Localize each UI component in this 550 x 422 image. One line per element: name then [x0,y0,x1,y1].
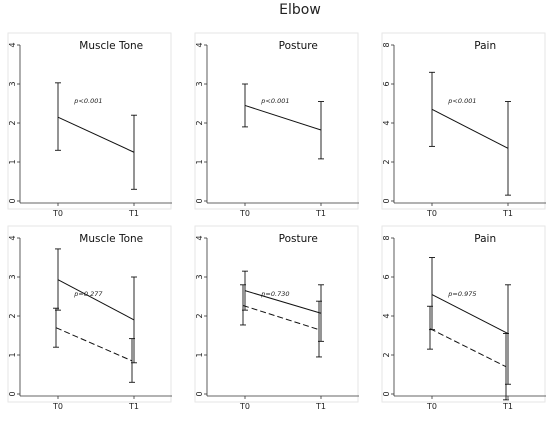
y-tick-label: 8 [382,42,391,47]
series-line-solid [244,104,322,131]
series-line-solid [57,279,135,321]
panel-title: Pain [474,40,496,52]
y-tick-label: 0 [195,198,204,203]
y-tick-label: 0 [8,198,17,203]
x-tick-label: T0 [239,402,250,411]
y-tick-label: 2 [8,313,17,318]
y-tick-label: 3 [8,81,17,86]
p-value-annotation: p<0.001 [73,97,102,105]
y-tick-label: 2 [382,352,391,357]
series-line-solid [431,294,509,334]
p-value-annotation: p=0.730 [260,290,289,298]
y-tick-label: 1 [195,352,204,357]
p-value-annotation: p=0.975 [447,290,476,298]
x-tick-label: T1 [128,402,139,411]
y-tick-label: 2 [195,120,204,125]
series-line-solid [244,290,322,314]
panel-frame [194,225,359,403]
x-tick-label: T0 [52,402,63,411]
y-tick-label: 4 [8,235,17,240]
series-line-solid [57,116,135,153]
x-tick-label: T1 [315,209,326,218]
x-tick-label: T0 [239,209,250,218]
panel-title: Posture [279,40,318,52]
chart-panel-6: 0 2 4 6 8 T0 T1 Pain p=0.975 [381,225,546,411]
x-tick-label: T1 [315,402,326,411]
series-line-solid [431,108,509,149]
p-value-annotation: p<0.001 [447,97,476,105]
panel-frame [7,225,172,403]
x-tick-label: T0 [426,209,437,218]
y-tick-label: 0 [8,391,17,396]
y-tick-label: 0 [382,198,391,203]
chart-panel-1: 0 1 2 3 4 T0 T1 Muscle Tone p<0.001 [7,32,172,218]
y-tick-label: 4 [195,235,204,240]
panel-title: Posture [279,233,318,245]
y-tick-label: 4 [382,120,391,125]
figure-title: Elbow [279,2,321,18]
series-line-dashed [429,328,507,368]
panel-frame [381,32,546,210]
chart-panel-3: 0 2 4 6 8 T0 T1 Pain p<0.001 [381,32,546,218]
y-tick-label: 2 [382,159,391,164]
panel-frame [381,225,546,403]
panel-frame [194,32,359,210]
y-tick-label: 3 [195,81,204,86]
series-line-dashed [242,304,320,331]
x-tick-label: T0 [426,402,437,411]
y-tick-label: 6 [382,81,391,86]
y-tick-label: 0 [195,391,204,396]
y-tick-label: 3 [195,274,204,279]
y-tick-label: 6 [382,274,391,279]
y-tick-label: 4 [382,313,391,318]
y-tick-label: 2 [8,120,17,125]
p-value-annotation: p<0.001 [260,97,289,105]
y-tick-label: 4 [8,42,17,47]
panel-frame [7,32,172,210]
panel-title: Pain [474,233,496,245]
p-value-annotation: p=0.277 [73,290,103,298]
panel-title: Muscle Tone [79,40,143,52]
x-tick-label: T0 [52,209,63,218]
y-tick-label: 2 [195,313,204,318]
y-tick-label: 1 [8,159,17,164]
series-line-dashed [55,327,133,362]
chart-panel-4: 0 1 2 3 4 T0 T1 Muscle Tone p=0.277 [7,225,172,411]
chart-panel-2: 0 1 2 3 4 T0 T1 Posture p<0.001 [194,32,359,218]
x-tick-label: T1 [128,209,139,218]
y-tick-label: 3 [8,274,17,279]
y-tick-label: 1 [8,352,17,357]
y-tick-label: 8 [382,235,391,240]
chart-panel-5: 0 1 2 3 4 T0 T1 Posture p=0.730 [194,225,359,411]
y-tick-label: 1 [195,159,204,164]
x-tick-label: T1 [502,209,513,218]
y-tick-label: 0 [382,391,391,396]
panel-title: Muscle Tone [79,233,143,245]
y-tick-label: 4 [195,42,204,47]
x-tick-label: T1 [502,402,513,411]
